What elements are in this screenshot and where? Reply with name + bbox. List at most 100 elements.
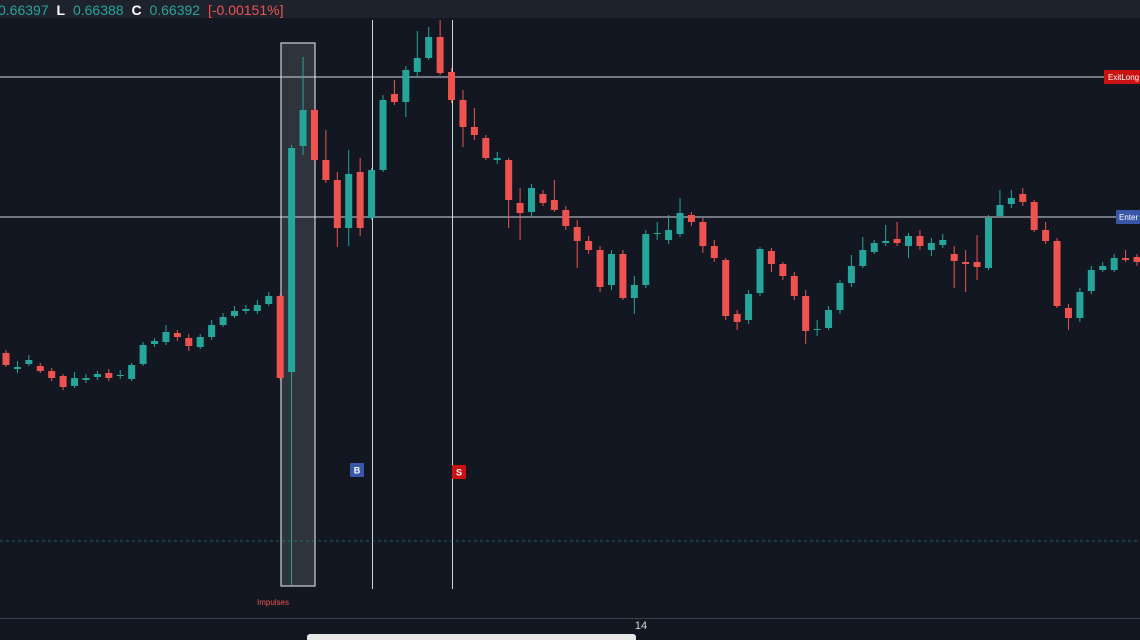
candle-body	[539, 194, 547, 203]
low-key: L	[56, 2, 66, 18]
candle-body	[767, 251, 775, 264]
candle-body	[25, 360, 33, 364]
candle-body	[1030, 202, 1038, 230]
candle-body	[1087, 270, 1095, 291]
box-label: Impulses	[257, 598, 289, 607]
candle-body	[973, 262, 981, 267]
candle-body	[448, 72, 456, 100]
candle-body	[916, 236, 924, 246]
candle-body	[151, 341, 159, 344]
candle-body	[425, 37, 433, 58]
candle-body	[219, 317, 227, 325]
candle-body	[505, 160, 513, 200]
candle-body	[436, 37, 444, 73]
candle-body	[825, 310, 833, 328]
candle-body	[562, 210, 570, 226]
candle-body	[1042, 230, 1050, 241]
close-key: C	[131, 2, 142, 18]
candle-body	[1099, 266, 1107, 270]
candle-body	[196, 337, 204, 347]
candle-body	[905, 236, 913, 246]
change-value: [-0.00151%]	[207, 2, 284, 18]
candle-body	[208, 325, 216, 337]
level-tag	[1116, 210, 1140, 224]
candle-body	[71, 378, 79, 386]
candle-body	[139, 345, 147, 364]
low-value: 0.66388	[72, 2, 124, 18]
candle-body	[482, 138, 490, 158]
candle-body	[390, 94, 398, 102]
candle-body	[105, 373, 113, 378]
candle-body	[1122, 258, 1130, 260]
candle-body	[356, 172, 364, 228]
candle-body	[173, 333, 181, 337]
candle-body	[379, 100, 387, 170]
candle-body	[550, 200, 558, 210]
candle-body	[230, 311, 238, 316]
candle-body	[1019, 194, 1027, 202]
candle-body	[699, 222, 707, 246]
candle-body	[13, 367, 21, 369]
signal-label: S	[456, 467, 462, 477]
candle-body	[733, 314, 741, 322]
candle-body	[265, 296, 273, 304]
candle-body	[116, 375, 124, 376]
candle-body	[927, 243, 935, 250]
candle-body	[276, 296, 284, 378]
candle-body	[299, 110, 307, 146]
candle-body	[93, 374, 101, 377]
candle-body	[2, 353, 10, 365]
time-label: 14	[635, 620, 647, 632]
candle-body	[893, 239, 901, 243]
candle-body	[619, 254, 627, 298]
candle-body	[996, 205, 1004, 216]
candle-body	[870, 243, 878, 252]
candle-body	[413, 58, 421, 72]
level-label: ExitLong	[1108, 73, 1139, 82]
scrollbar[interactable]	[307, 634, 636, 640]
candle-body	[528, 188, 536, 212]
candle-body	[1076, 292, 1084, 318]
candle-body	[1133, 257, 1140, 262]
candle-body	[1064, 308, 1072, 318]
candle-body	[573, 227, 581, 241]
candle-body	[665, 230, 673, 240]
candle-body	[36, 366, 44, 371]
candle-body	[836, 283, 844, 310]
candle-body	[253, 305, 261, 311]
candle-body	[1053, 241, 1061, 306]
level-label: Enter	[1119, 213, 1138, 222]
candle-body	[345, 174, 353, 228]
candle-body	[847, 266, 855, 283]
candle-body	[516, 203, 524, 213]
candle-body	[59, 376, 67, 387]
impulse-box	[280, 42, 316, 587]
open-value: 0.66397	[0, 2, 49, 18]
candle-body	[48, 371, 56, 378]
candle-body	[310, 110, 318, 160]
candle-body	[722, 260, 730, 316]
candle-body	[607, 254, 615, 285]
candle-body	[642, 234, 650, 285]
candle-body	[676, 213, 684, 234]
candle-body	[596, 250, 604, 287]
candle-body	[710, 246, 718, 258]
candle-body	[962, 262, 970, 264]
signal-marker	[452, 465, 466, 479]
signal-marker	[350, 463, 364, 477]
candle-body	[813, 329, 821, 330]
candle-body	[128, 365, 136, 379]
candle-body	[1110, 258, 1118, 270]
candle-body	[459, 100, 467, 127]
ohlc-header: 0.66397 L 0.66388 C 0.66392 [-0.00151%]	[0, 0, 1140, 18]
candle-body	[687, 215, 695, 222]
candle-body	[779, 264, 787, 276]
candle-body	[82, 378, 90, 380]
candle-body	[859, 250, 867, 266]
candle-body	[322, 160, 330, 180]
candle-body	[939, 240, 947, 245]
candle-body	[288, 148, 296, 372]
candle-body	[242, 309, 250, 311]
